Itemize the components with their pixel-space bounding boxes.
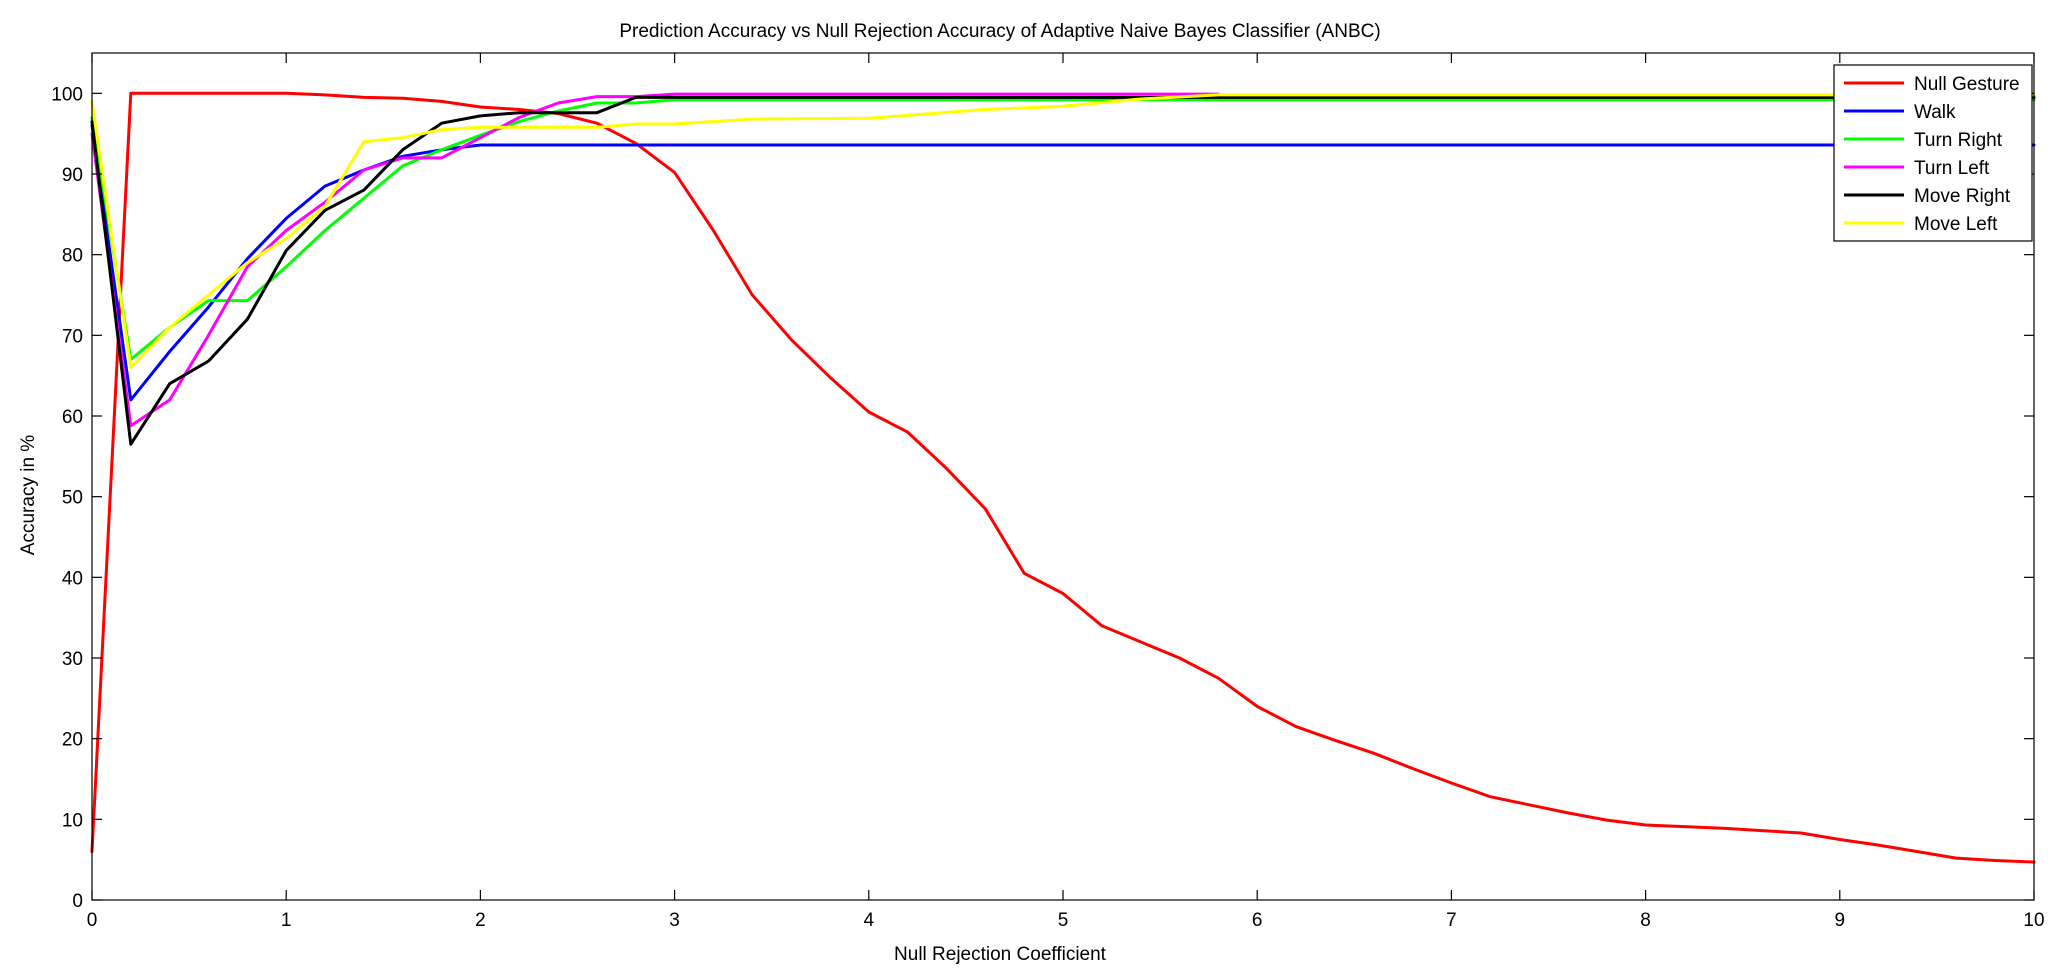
series-line-turn-right (90, 98, 2036, 361)
legend-label: Walk (1914, 102, 1956, 123)
x-tick-label: 4 (864, 910, 875, 931)
x-tick-label: 7 (1446, 910, 1457, 931)
y-tick-label: 100 (51, 84, 83, 105)
legend-label: Move Left (1914, 214, 1998, 235)
x-tick-label: 10 (2023, 910, 2044, 931)
x-tick-label: 2 (475, 910, 486, 931)
series-line-turn-left (90, 92, 1220, 428)
y-tick-label: 0 (72, 891, 83, 912)
x-axis-title: Null Rejection Coefficient (894, 944, 1107, 965)
legend-box (1833, 64, 2033, 242)
legend: Null Gesture Walk Turn Right Turn Left Move … (1833, 64, 2033, 242)
legend-label: Move Right (1914, 186, 2011, 207)
legend-label: Turn Left (1914, 158, 1990, 179)
chart-title: Prediction Accuracy vs Null Rejection Ac… (619, 21, 1380, 42)
series-line-move-left (90, 93, 2036, 370)
series-line-move-right (90, 95, 2036, 446)
x-tick-label: 5 (1058, 910, 1069, 931)
x-tick-label: 3 (669, 910, 680, 931)
y-tick-label: 30 (62, 649, 83, 670)
y-tick-label: 10 (62, 810, 83, 831)
x-tick-label: 1 (281, 910, 292, 931)
y-tick-label: 20 (62, 730, 83, 751)
series-layer (90, 91, 2036, 864)
x-tick-label: 9 (1835, 910, 1846, 931)
y-tick-label: 80 (62, 246, 83, 267)
y-tick-label: 60 (62, 407, 83, 428)
x-tick-label: 0 (87, 910, 98, 931)
plot-area (92, 53, 2034, 900)
y-axis-title: Accuracy in % (18, 435, 39, 555)
y-tick-label: 40 (62, 568, 83, 589)
legend-label: Turn Right (1914, 130, 2003, 151)
series-line-null-gesture (90, 91, 2036, 864)
y-tick-label: 70 (62, 326, 83, 347)
legend-label: Null Gesture (1914, 74, 2020, 95)
y-tick-label: 90 (62, 165, 83, 186)
x-tick-label: 6 (1252, 910, 1263, 931)
x-tick-label: 8 (1640, 910, 1651, 931)
y-tick-label: 50 (62, 488, 83, 509)
